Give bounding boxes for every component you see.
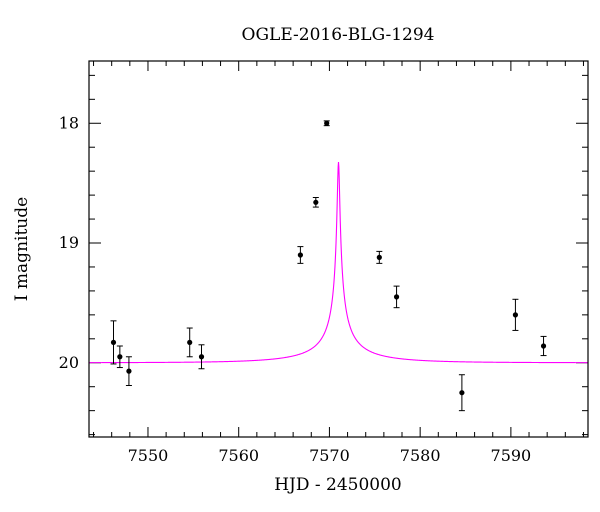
y-tick-label: 19 (59, 233, 79, 252)
point-marker (540, 343, 547, 349)
point-marker (198, 354, 205, 360)
data-point (323, 120, 330, 127)
data-point (312, 197, 319, 208)
model-curve (89, 162, 588, 364)
x-tick-label: 7550 (128, 446, 169, 465)
data-point (458, 374, 465, 412)
data-point (512, 298, 519, 331)
x-tick-label: 7590 (491, 446, 532, 465)
data-points (110, 120, 547, 412)
x-tick-label: 7580 (400, 446, 441, 465)
plot-frame (88, 60, 589, 438)
point-marker (376, 254, 382, 260)
tick-labels: 7550 7560 7570 7580 7590 18 19 20 (59, 113, 532, 465)
chart-title: OGLE-2016-BLG-1294 (242, 25, 435, 45)
data-point (116, 345, 123, 369)
data-point (186, 327, 193, 358)
point-marker (126, 368, 132, 374)
x-axis-label: HJD - 2450000 (274, 475, 402, 495)
data-point (540, 335, 547, 357)
x-tick-label: 7570 (309, 446, 350, 465)
point-marker (297, 252, 303, 258)
data-point (125, 356, 132, 387)
x-tick-label: 7560 (218, 446, 259, 465)
data-point (297, 246, 304, 264)
point-marker (324, 120, 330, 126)
point-marker (459, 390, 465, 396)
y-tick-label: 20 (59, 353, 79, 372)
data-point (376, 250, 383, 264)
data-point (198, 344, 205, 370)
point-marker (512, 312, 519, 318)
point-marker (187, 339, 193, 346)
point-marker (393, 294, 400, 300)
point-marker (117, 354, 123, 360)
axis-ticks (89, 61, 588, 437)
y-tick-label: 18 (59, 113, 79, 132)
data-point (110, 320, 117, 365)
point-marker (110, 339, 117, 346)
data-point (393, 285, 400, 309)
point-marker (313, 199, 319, 205)
y-axis-label: I magnitude (12, 197, 32, 301)
